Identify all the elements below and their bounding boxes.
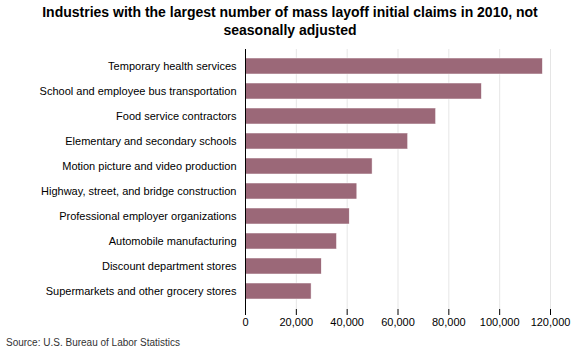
svg-text:Temporary health services: Temporary health services xyxy=(108,60,237,72)
svg-text:0: 0 xyxy=(242,316,248,328)
svg-text:Automobile manufacturing: Automobile manufacturing xyxy=(109,235,237,247)
svg-text:120,000: 120,000 xyxy=(531,316,571,328)
svg-text:80,000: 80,000 xyxy=(432,316,466,328)
svg-text:Discount department stores: Discount department stores xyxy=(102,260,237,272)
html-text:Industries with the largest nu: Industries with the largest number of ma… xyxy=(42,4,538,38)
svg-text:Highway, street, and bridge co: Highway, street, and bridge construction xyxy=(41,185,236,197)
svg-text:School and employee bus transp: School and employee bus transportation xyxy=(40,85,237,97)
svg-text:Professional employer organiza: Professional employer organizations xyxy=(59,210,237,222)
svg-text:100,000: 100,000 xyxy=(480,316,520,328)
svg-text:Motion picture and video produ: Motion picture and video production xyxy=(62,160,236,172)
svg-text:40,000: 40,000 xyxy=(330,316,364,328)
html-text:Source: U.S. Bureau of Labor S: Source: U.S. Bureau of Labor Statistics xyxy=(6,337,180,348)
svg-text:Food service contractors: Food service contractors xyxy=(116,110,237,122)
svg-text:60,000: 60,000 xyxy=(381,316,415,328)
svg-text:20,000: 20,000 xyxy=(280,316,314,328)
svg-text:Supermarkets and other grocery: Supermarkets and other grocery stores xyxy=(46,285,237,297)
svg-text:Elementary and secondary schoo: Elementary and secondary schools xyxy=(65,135,237,147)
